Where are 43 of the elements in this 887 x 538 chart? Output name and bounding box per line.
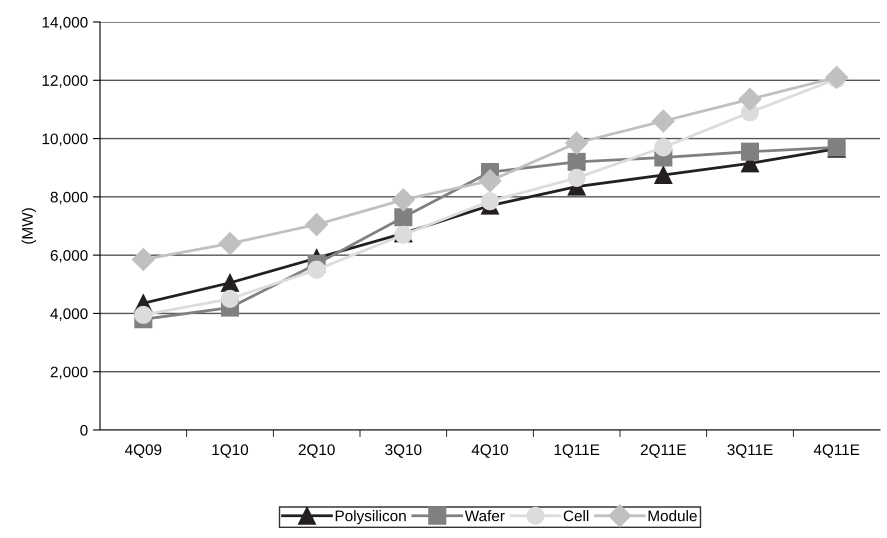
point bbox=[220, 290, 240, 308]
legend-label: Cell bbox=[564, 510, 588, 522]
y-tick-label: 0 bbox=[80, 424, 88, 436]
x-tick-label: 2Q11E bbox=[640, 444, 686, 458]
x-tick-label: 3Q10 bbox=[385, 444, 422, 458]
point bbox=[740, 142, 760, 161]
point bbox=[478, 169, 502, 192]
x-tick-label: 4Q09 bbox=[125, 444, 162, 458]
legend-label: Module bbox=[648, 510, 697, 522]
point bbox=[565, 131, 588, 154]
point bbox=[132, 248, 155, 272]
y-tick-label: 8,000 bbox=[50, 192, 88, 204]
y-tick-label: 14,000 bbox=[42, 16, 88, 30]
x-tick-label: 2Q10 bbox=[298, 444, 335, 458]
point bbox=[218, 232, 242, 255]
point bbox=[825, 66, 848, 89]
point bbox=[654, 166, 672, 184]
point bbox=[220, 274, 240, 292]
x-tick-label: 1Q11E bbox=[554, 444, 600, 458]
y-tick-label: 2,000 bbox=[50, 366, 88, 380]
y-axis-title: (MW) bbox=[22, 208, 36, 244]
point bbox=[394, 226, 412, 244]
y-tick-label: 12,000 bbox=[42, 75, 88, 88]
legend-label: Polysilicon bbox=[336, 510, 406, 524]
x-tick-label: 3Q11E bbox=[727, 444, 773, 458]
y-tick-label: 6,000 bbox=[50, 250, 88, 263]
point bbox=[134, 306, 152, 324]
point bbox=[654, 138, 672, 156]
point bbox=[738, 88, 762, 111]
x-tick-label: 1Q10 bbox=[212, 444, 248, 458]
point bbox=[305, 213, 328, 236]
point bbox=[480, 192, 500, 210]
point bbox=[568, 152, 586, 171]
point bbox=[652, 110, 675, 133]
y-tick-label: 10,000 bbox=[42, 133, 88, 146]
legend-label: Wafer bbox=[464, 510, 505, 522]
point bbox=[568, 168, 586, 187]
point bbox=[308, 260, 326, 279]
x-tick-label: 4Q11E bbox=[814, 444, 860, 458]
point bbox=[394, 208, 412, 226]
y-tick-label: 4,000 bbox=[50, 308, 88, 321]
x-tick-label: 4Q10 bbox=[472, 444, 508, 458]
point bbox=[392, 188, 415, 212]
